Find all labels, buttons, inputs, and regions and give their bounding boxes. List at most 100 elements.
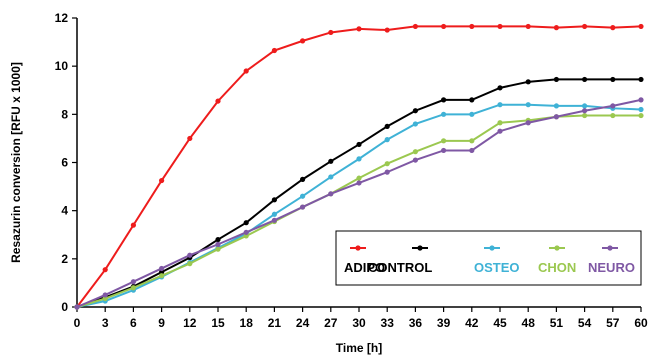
data-point-adipo: [441, 23, 447, 30]
data-point-neuro: [271, 217, 277, 223]
data-point-adipo: [243, 68, 249, 74]
data-point-chon: [356, 175, 362, 181]
data-point-chon: [441, 138, 447, 144]
data-point-neuro: [412, 157, 418, 163]
data-point-neuro: [582, 108, 588, 114]
data-point-adipo: [159, 177, 165, 184]
data-point-osteo: [384, 137, 390, 143]
y-tick-label: 4: [61, 204, 68, 218]
x-tick-label: 30: [352, 316, 366, 330]
data-point-neuro: [553, 114, 560, 120]
data-point-adipo: [469, 23, 475, 30]
data-point-control: [384, 123, 390, 129]
data-point-osteo: [356, 156, 362, 162]
data-point-osteo: [638, 106, 644, 113]
data-point-control: [525, 79, 531, 85]
x-tick-label: 39: [437, 316, 451, 330]
data-point-neuro: [300, 204, 306, 210]
x-tick-label: 33: [381, 316, 395, 330]
x-tick-label: 15: [211, 316, 225, 330]
data-point-chon: [412, 149, 418, 155]
y-axis: 0 2 4 6 8 10 12: [55, 11, 78, 314]
data-point-chon: [384, 161, 390, 167]
data-point-adipo: [130, 222, 136, 228]
data-point-neuro: [610, 103, 616, 109]
x-axis-title: Time [h]: [336, 341, 382, 355]
data-point-control: [553, 76, 560, 83]
x-tick-label: 0: [74, 316, 81, 330]
data-point-neuro: [441, 147, 447, 154]
data-point-control: [638, 76, 644, 83]
legend-label-neuro: NEURO: [588, 260, 635, 275]
data-point-osteo: [553, 103, 560, 109]
data-point-osteo: [497, 102, 503, 108]
legend-label-osteo: OSTEO: [474, 260, 520, 275]
y-tick-label: 0: [61, 300, 68, 314]
data-point-chon: [243, 233, 249, 239]
data-point-neuro: [638, 97, 644, 103]
data-point-control: [159, 269, 165, 275]
data-point-neuro: [74, 304, 80, 310]
y-tick-label: 10: [55, 59, 69, 73]
data-point-control: [215, 236, 221, 243]
data-point-chon: [187, 261, 193, 267]
data-point-chon: [469, 138, 475, 144]
x-tick-label: 51: [550, 316, 564, 330]
data-point-chon: [130, 285, 136, 291]
y-tick-label: 12: [55, 11, 69, 25]
legend-marker-osteo: [489, 245, 495, 251]
data-point-adipo: [215, 98, 221, 104]
legend-label-chon: CHON: [538, 260, 576, 275]
x-axis: 0 3 6 9 12 15 18 21 24 27 30 33 36 39 42 45 48 51 54 57 60: [74, 306, 648, 330]
x-tick-label: 36: [409, 316, 423, 330]
data-point-adipo: [102, 267, 108, 273]
series-neuro: [74, 97, 644, 310]
data-point-osteo: [412, 121, 418, 127]
data-point-adipo: [356, 26, 362, 32]
data-point-osteo: [525, 102, 531, 108]
data-point-osteo: [271, 211, 277, 217]
x-tick-label: 3: [102, 316, 109, 330]
legend-marker-chon: [554, 245, 560, 251]
data-point-neuro: [497, 128, 503, 134]
y-axis-title: Resazurin conversion [RFU x 1000]: [9, 62, 23, 263]
legend-marker-adipo: [355, 245, 361, 251]
x-tick-label: 48: [522, 316, 536, 330]
data-point-adipo: [187, 135, 193, 142]
data-point-adipo: [412, 23, 418, 30]
data-point-adipo: [300, 38, 306, 44]
data-point-adipo: [328, 29, 334, 36]
data-point-osteo: [441, 111, 447, 117]
data-point-neuro: [243, 229, 249, 235]
x-tick-label: 6: [130, 316, 137, 330]
data-point-adipo: [610, 25, 616, 31]
data-point-control: [328, 158, 334, 164]
data-point-neuro: [469, 147, 475, 154]
x-tick-label: 9: [158, 316, 165, 330]
data-point-chon: [102, 295, 108, 302]
data-point-neuro: [356, 180, 362, 186]
data-point-neuro: [215, 241, 221, 247]
data-point-chon: [582, 112, 588, 119]
data-point-control: [497, 85, 503, 91]
y-tick-label: 2: [61, 252, 68, 266]
data-point-chon: [497, 120, 503, 126]
data-point-control: [271, 197, 277, 203]
legend-box: [335, 230, 642, 286]
x-tick-label: 21: [268, 316, 282, 330]
data-point-adipo: [384, 27, 390, 33]
data-point-adipo: [271, 47, 277, 54]
series-layer: [74, 23, 644, 310]
legend-marker-neuro: [607, 245, 613, 251]
x-tick-label: 42: [465, 316, 479, 330]
x-tick-label: 18: [240, 316, 254, 330]
data-point-control: [412, 108, 418, 114]
legend-label-adipo: ADIPO: [344, 260, 385, 275]
data-point-chon: [159, 273, 165, 279]
data-point-adipo: [582, 23, 588, 30]
data-point-control: [356, 141, 362, 148]
data-point-adipo: [525, 23, 531, 30]
legend-marker-control: [417, 245, 423, 251]
data-point-chon: [638, 112, 644, 119]
